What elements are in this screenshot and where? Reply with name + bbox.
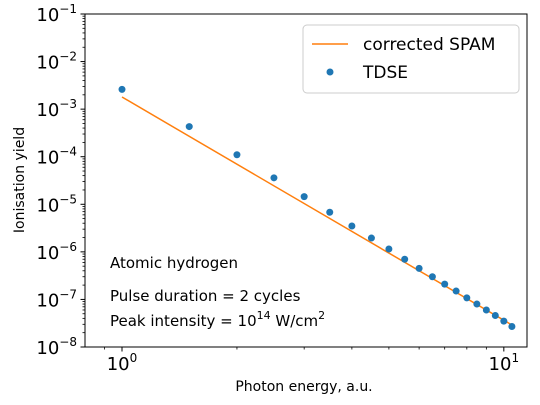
y-tick-label: 10−2: [36, 50, 77, 74]
legend-swatch-tdse: [326, 68, 334, 76]
data-point-tdse: [326, 208, 334, 216]
data-point-tdse: [428, 273, 436, 281]
y-tick-label: 10−3: [36, 97, 77, 121]
x-tick-label: 101: [489, 351, 520, 375]
y-tick-label: 10−7: [36, 287, 77, 311]
y-tick-label: 10−6: [36, 240, 77, 264]
series-line-corrected-spam: [121, 96, 513, 326]
data-point-tdse: [500, 317, 508, 325]
series-layer: [118, 85, 516, 330]
y-axis-title: Ionisation yield: [12, 127, 28, 233]
y-tick-label: 10−1: [36, 2, 77, 26]
data-point-tdse: [270, 174, 278, 182]
data-point-tdse: [233, 151, 241, 159]
x-axis-title: Photon energy, a.u.: [235, 379, 372, 395]
annotation-layer: Atomic hydrogen Pulse duration = 2 cycles…: [110, 254, 325, 330]
legend-label-corrected-spam: corrected SPAM: [363, 35, 495, 55]
data-point-tdse: [508, 322, 516, 330]
data-point-tdse: [185, 123, 193, 131]
legend: corrected SPAM TDSE: [302, 24, 520, 94]
annotation-system: Atomic hydrogen: [110, 254, 238, 272]
ticks-layer: 10−8 10−7 10−6 10−5 10−4 10−3 10−2 10−1 100 101: [36, 2, 519, 375]
data-point-tdse: [491, 311, 499, 319]
annotation-intensity: Peak intensity = 1014 W/cm2: [110, 309, 325, 330]
data-point-tdse: [348, 222, 356, 230]
plot-area: [84, 13, 528, 348]
data-point-tdse: [118, 85, 126, 93]
data-point-tdse: [473, 300, 481, 308]
data-point-tdse: [415, 264, 423, 272]
data-point-tdse: [482, 306, 490, 314]
data-point-tdse: [401, 255, 409, 263]
legend-box: [302, 24, 520, 94]
data-point-tdse: [441, 280, 449, 288]
data-point-tdse: [300, 193, 308, 201]
data-point-tdse: [367, 234, 375, 242]
data-point-tdse: [452, 287, 460, 295]
plot-frame: [84, 13, 528, 348]
x-tick-label: 100: [107, 351, 138, 375]
data-point-tdse: [463, 294, 471, 302]
data-point-tdse: [385, 245, 393, 253]
annotation-pulse: Pulse duration = 2 cycles: [110, 287, 301, 305]
y-tick-label: 10−4: [36, 145, 77, 169]
legend-label-tdse: TDSE: [362, 63, 408, 83]
y-tick-label: 10−5: [36, 192, 77, 216]
y-tick-label: 10−8: [36, 335, 77, 359]
